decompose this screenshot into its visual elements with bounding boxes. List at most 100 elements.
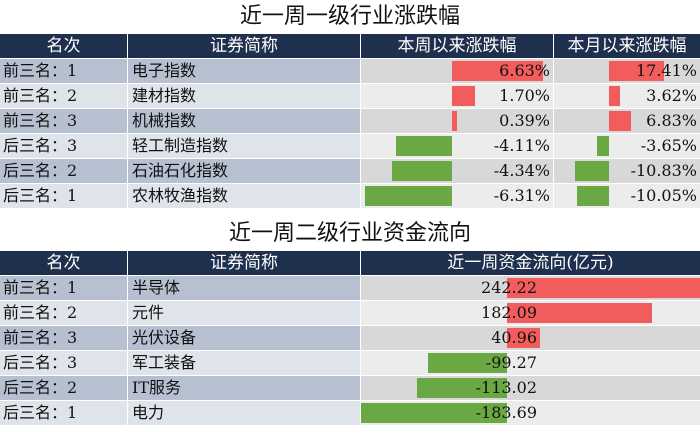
table-row: 前三名：1 半导体 242.22 (0, 276, 700, 300)
table-row: 前三名：2 元件 182.09 (0, 301, 700, 325)
table-row: 前三名：2 建材指数 1.70% 3.62% (0, 84, 700, 108)
security-name: 半导体 (128, 276, 360, 300)
week-change-cell: -4.11% (361, 134, 553, 158)
value-label: -113.02 (475, 378, 537, 397)
value-label: 6.63% (499, 61, 550, 80)
table2-header: 名次 证券简称 近一周资金流向(亿元) (0, 251, 700, 275)
header-name: 证券简称 (128, 251, 360, 275)
table-row: 后三名：2 IT服务 -113.02 (0, 376, 700, 400)
value-label: 242.22 (481, 278, 537, 297)
header-week-change: 本周以来涨跌幅 (361, 34, 553, 58)
value-bar (452, 111, 458, 131)
capital-flow-cell: -99.27 (361, 351, 700, 375)
week-change-cell: -4.34% (361, 159, 553, 183)
header-rank: 名次 (0, 34, 127, 58)
security-name: 轻工制造指数 (128, 134, 360, 158)
value-label: 6.83% (646, 111, 697, 130)
capital-flow-cell: 242.22 (361, 276, 700, 300)
table1-header: 名次 证券简称 本周以来涨跌幅 本月以来涨跌幅 (0, 34, 700, 58)
value-bar (395, 136, 452, 156)
value-label: -6.31% (493, 186, 550, 205)
table-row: 前三名：3 光伏设备 40.96 (0, 326, 700, 350)
value-label: -183.69 (475, 403, 537, 422)
value-bar (577, 186, 609, 206)
value-bar (452, 86, 476, 106)
rank-label: 后三名：1 (0, 184, 127, 208)
value-bar (609, 111, 631, 131)
value-label: -4.11% (493, 136, 550, 155)
header-capital-flow: 近一周资金流向(亿元) (361, 251, 700, 275)
header-month-change: 本月以来涨跌幅 (554, 34, 700, 58)
value-label: 17.41% (635, 61, 697, 80)
rank-label: 前三名：2 (0, 84, 127, 108)
security-name: 光伏设备 (128, 326, 360, 350)
table2-title: 近一周二级行业资金流向 (228, 221, 471, 246)
value-bar (452, 61, 543, 81)
table-row: 后三名：3 军工装备 -99.27 (0, 351, 700, 375)
week-change-cell: 6.63% (361, 59, 553, 83)
rank-label: 前三名：3 (0, 109, 127, 133)
security-name: IT服务 (128, 376, 360, 400)
table-row: 后三名：1 电力 -183.69 (0, 401, 700, 425)
table1-title: 近一周一级行业涨跌幅 (239, 4, 460, 29)
capital-flow-cell: 40.96 (361, 326, 700, 350)
rank-label: 后三名：3 (0, 134, 127, 158)
value-label: 0.39% (499, 111, 550, 130)
value-bar (416, 378, 507, 398)
table-row: 后三名：3 轻工制造指数 -4.11% -3.65% (0, 134, 700, 158)
value-bar (360, 403, 507, 423)
security-name: 机械指数 (128, 109, 360, 133)
header-rank: 名次 (0, 251, 127, 275)
rank-label: 后三名：2 (0, 159, 127, 183)
value-label: 3.62% (646, 86, 697, 105)
rank-label: 后三名：2 (0, 376, 127, 400)
value-bar (609, 86, 621, 106)
value-bar (365, 186, 452, 206)
security-name: 元件 (128, 301, 360, 325)
rank-label: 前三名：2 (0, 301, 127, 325)
week-change-cell: 1.70% (361, 84, 553, 108)
value-label: 182.09 (481, 303, 537, 322)
rank-label: 前三名：3 (0, 326, 127, 350)
capital-flow-cell: 182.09 (361, 301, 700, 325)
value-label: -3.65% (640, 136, 697, 155)
value-bar (507, 303, 653, 323)
security-name: 农林牧渔指数 (128, 184, 360, 208)
rank-label: 后三名：3 (0, 351, 127, 375)
rank-label: 后三名：1 (0, 401, 127, 425)
month-change-cell: -10.05% (554, 184, 700, 208)
month-change-cell: -10.83% (554, 159, 700, 183)
month-change-cell: 3.62% (554, 84, 700, 108)
table-row: 前三名：3 机械指数 0.39% 6.83% (0, 109, 700, 133)
value-label: -10.83% (630, 161, 697, 180)
month-change-cell: 17.41% (554, 59, 700, 83)
security-name: 军工装备 (128, 351, 360, 375)
value-bar (574, 161, 609, 181)
capital-flow-cell: -183.69 (360, 401, 700, 425)
security-name: 电力 (128, 401, 360, 425)
value-bar (507, 278, 700, 298)
week-change-cell: 0.39% (361, 109, 553, 133)
month-change-cell: 6.83% (554, 109, 700, 133)
table-row: 后三名：1 农林牧渔指数 -6.31% -10.05% (0, 184, 700, 208)
table-row: 前三名：1 电子指数 6.63% 17.41% (0, 59, 700, 83)
header-name: 证券简称 (128, 34, 360, 58)
month-change-cell: -3.65% (554, 134, 700, 158)
value-label: 1.70% (499, 86, 550, 105)
value-label: -10.05% (630, 186, 697, 205)
value-label: -4.34% (493, 161, 550, 180)
security-name: 电子指数 (128, 59, 360, 83)
value-bar (507, 328, 540, 348)
rank-label: 前三名：1 (0, 276, 127, 300)
value-bar (609, 61, 664, 81)
value-bar (427, 353, 507, 373)
security-name: 石油石化指数 (128, 159, 360, 183)
security-name: 建材指数 (128, 84, 360, 108)
value-label: 40.96 (491, 328, 537, 347)
value-bar (392, 161, 452, 181)
capital-flow-cell: -113.02 (361, 376, 700, 400)
value-bar (597, 136, 609, 156)
rank-label: 前三名：1 (0, 59, 127, 83)
value-label: -99.27 (485, 353, 537, 372)
week-change-cell: -6.31% (361, 184, 553, 208)
